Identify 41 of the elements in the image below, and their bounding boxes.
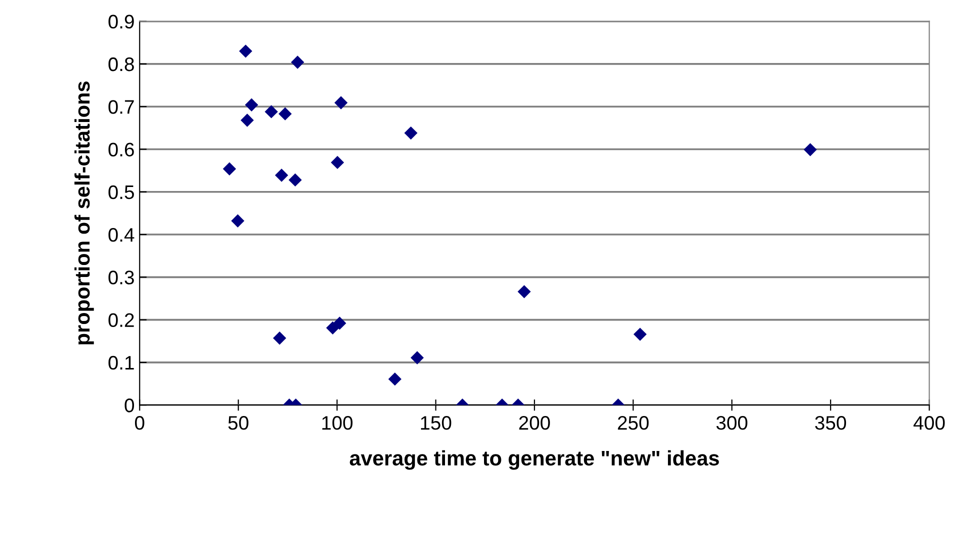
x-tick-label: 400: [914, 416, 945, 430]
point: [274, 168, 288, 182]
y-axis-title: proportion of self-citations: [74, 82, 94, 344]
point: [278, 107, 292, 120]
x-tick-label: 100: [322, 416, 353, 430]
y-tick-label: 0.7: [108, 100, 134, 114]
x-tick-label: 50: [228, 416, 248, 430]
y-tick-label: 0.4: [108, 228, 134, 242]
point: [290, 56, 304, 69]
x-tick-label: 250: [618, 416, 649, 430]
point: [518, 285, 531, 298]
x-axis-title: average time to generate "new" ideas: [350, 450, 719, 470]
y-tick-label: 0.1: [108, 356, 134, 370]
point: [239, 44, 252, 58]
y-tick-label: 0.8: [108, 57, 134, 72]
x-tick-label: 300: [716, 416, 748, 430]
y-tick-label: 0.5: [108, 185, 134, 200]
point: [633, 328, 647, 341]
point: [240, 114, 254, 127]
point: [231, 214, 244, 228]
x-tick-label: 200: [519, 416, 550, 430]
y-tick-label: 0.3: [108, 270, 134, 284]
point: [244, 98, 258, 112]
y-tick-label: 0: [124, 398, 134, 412]
point: [404, 126, 418, 140]
point: [804, 143, 817, 156]
point: [273, 332, 286, 345]
point: [330, 156, 344, 170]
point: [264, 105, 278, 118]
point: [334, 96, 348, 110]
y-tick-label: 0.6: [108, 142, 134, 156]
point: [288, 173, 302, 187]
point: [333, 316, 346, 330]
x-tick-label: 350: [815, 416, 846, 430]
point: [410, 351, 424, 364]
x-tick-label: 150: [421, 416, 452, 430]
point: [222, 162, 236, 176]
y-tick-label: 0.2: [108, 313, 134, 328]
y-tick-label: 0.9: [108, 14, 134, 29]
x-tick-label: 0: [134, 416, 144, 430]
point: [388, 372, 402, 386]
